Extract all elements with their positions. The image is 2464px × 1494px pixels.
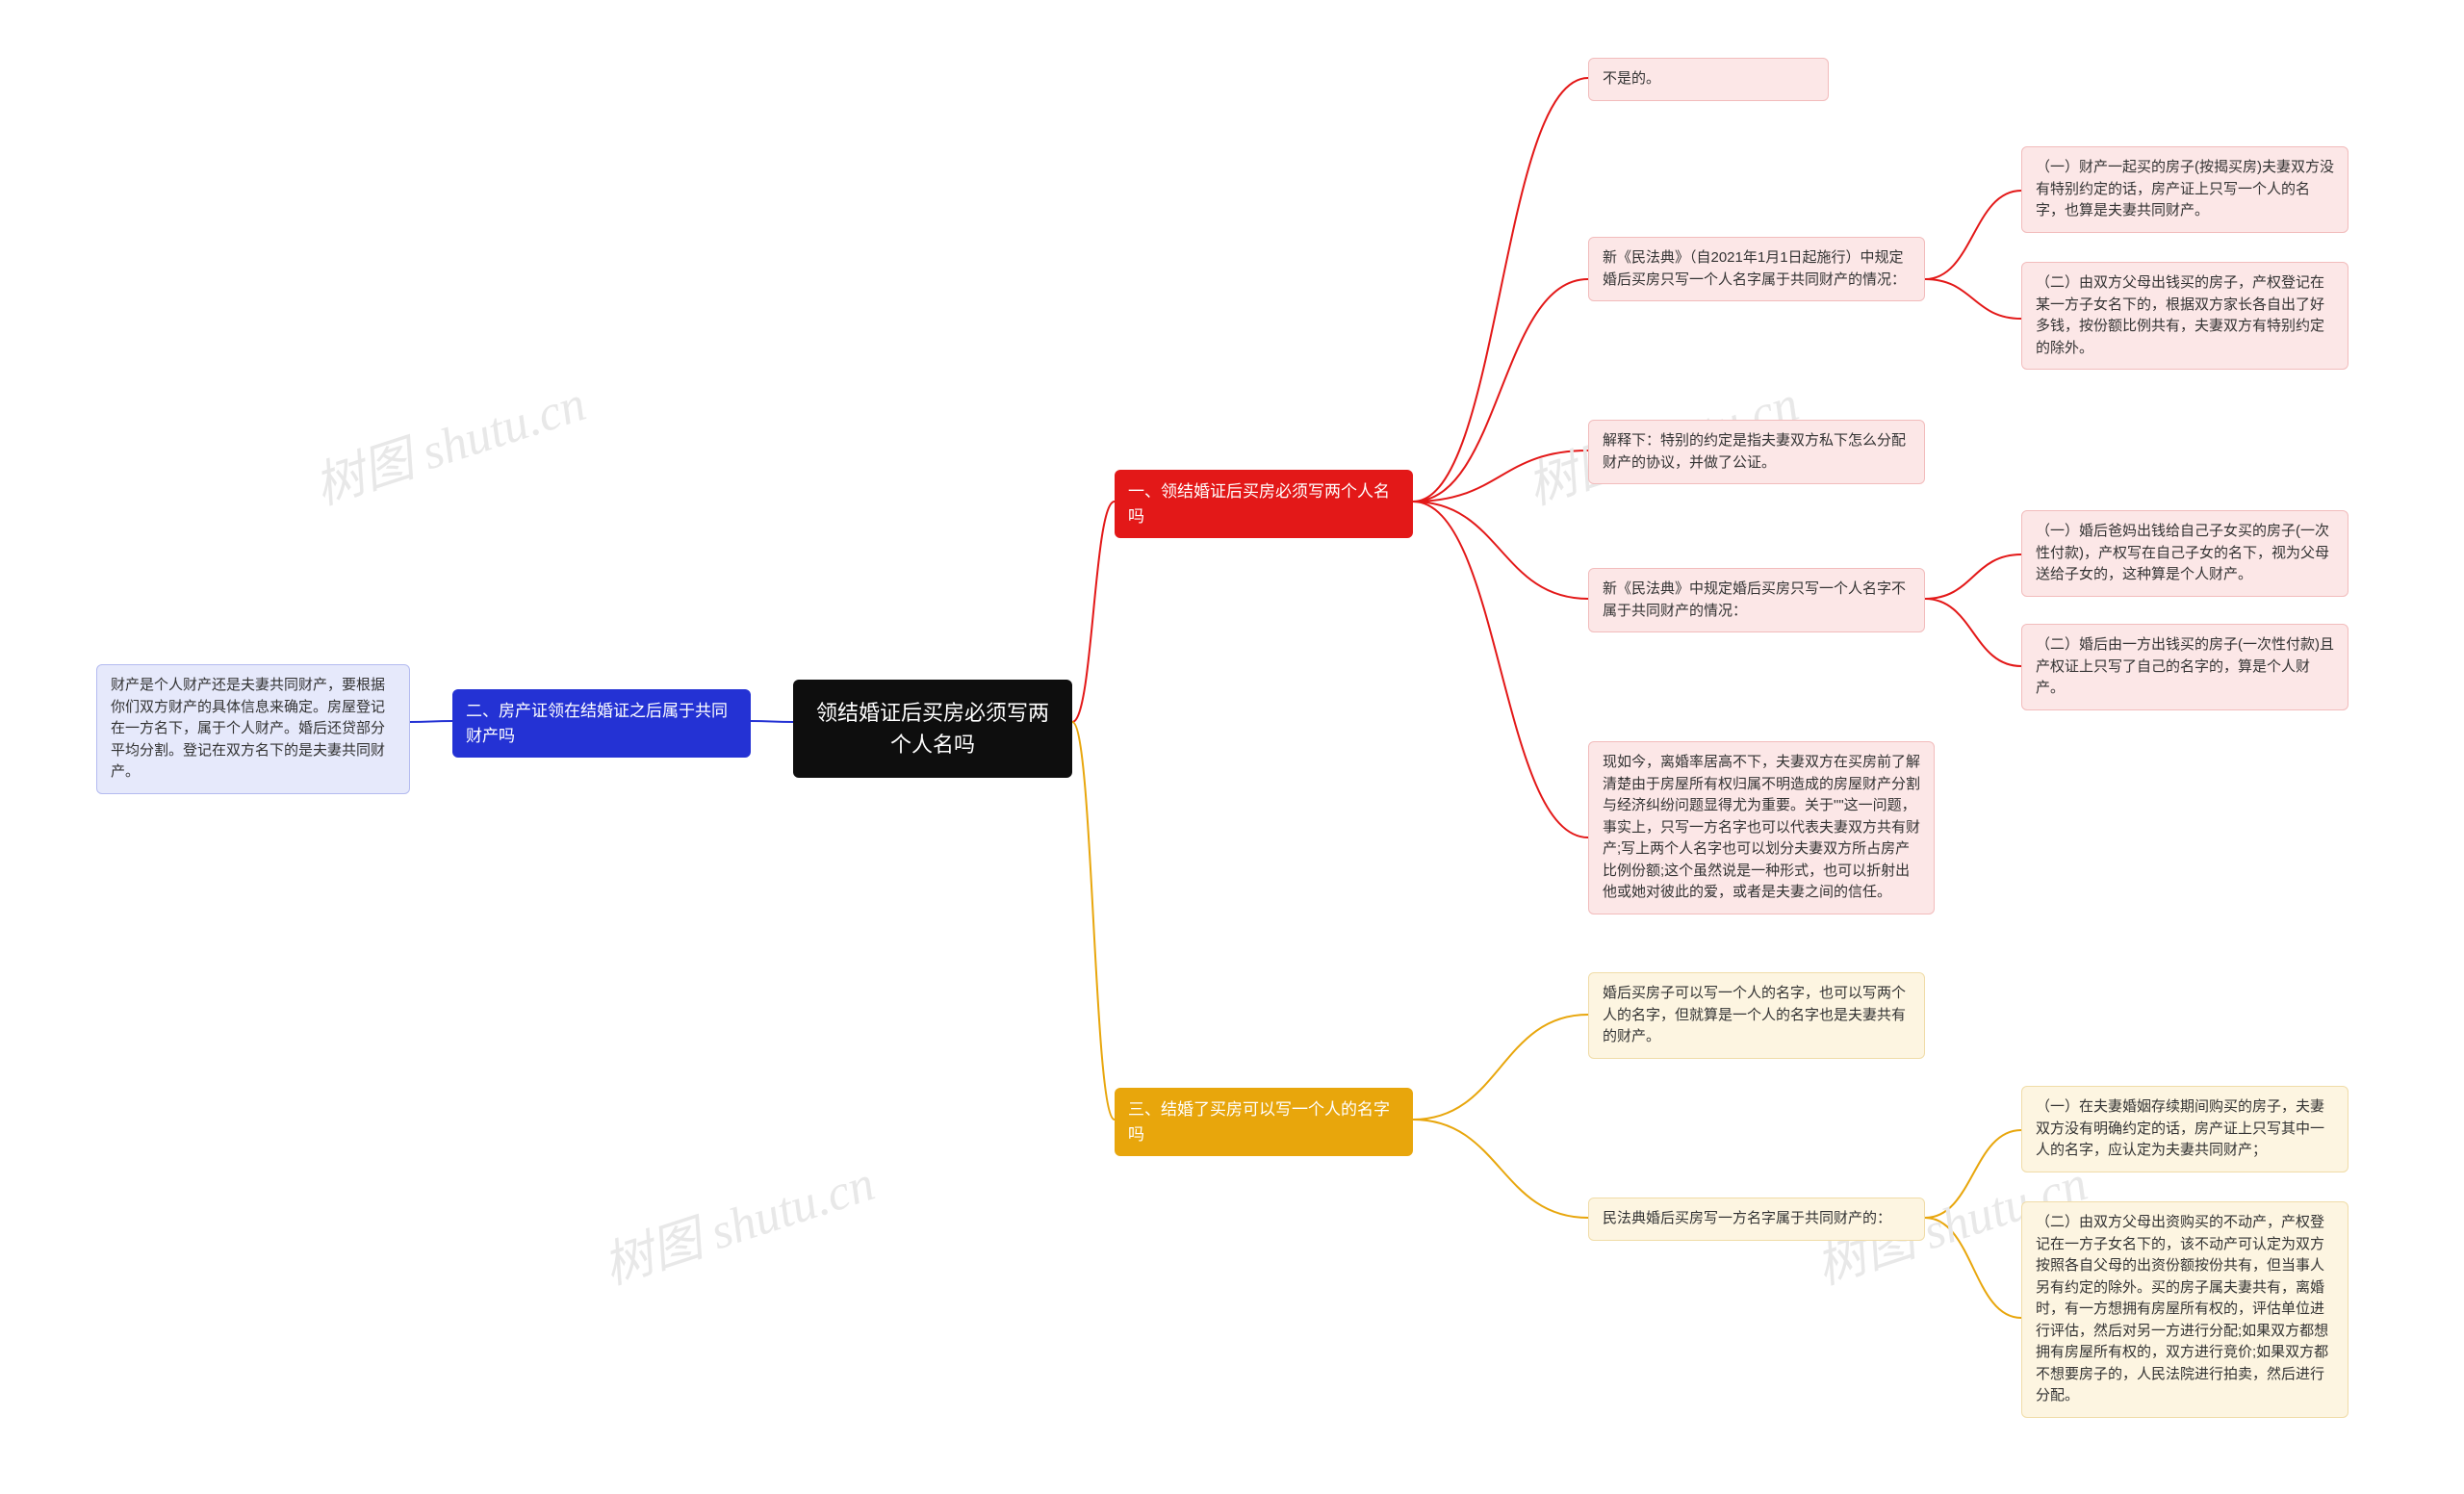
branch-1-child-2b[interactable]: （二）由双方父母出钱买的房子，产权登记在某一方子女名下的，根据双方家长各自出了好…: [2021, 262, 2348, 370]
branch-3-child-1[interactable]: 婚后买房子可以写一个人的名字，也可以写两个人的名字，但就算是一个人的名字也是夫妻…: [1588, 972, 1925, 1059]
branch-1-child-4[interactable]: 新《民法典》中规定婚后买房只写一个人名字不属于共同财产的情况：: [1588, 568, 1925, 632]
branch-3-child-2a[interactable]: （一）在夫妻婚姻存续期间购买的房子，夫妻双方没有明确约定的话，房产证上只写其中一…: [2021, 1086, 2348, 1172]
branch-2[interactable]: 二、房产证领在结婚证之后属于共同财产吗: [452, 689, 751, 758]
mindmap-canvas: 树图 shutu.cn 树图 shutu.cn 树图 shutu.cn 树图 s…: [0, 0, 2464, 1494]
branch-1-child-2[interactable]: 新《民法典》（自2021年1月1日起施行）中规定婚后买房只写一个人名字属于共同财…: [1588, 237, 1925, 301]
branch-1-child-4b[interactable]: （二）婚后由一方出钱买的房子(一次性付款)且产权证上只写了自己的名字的，算是个人…: [2021, 624, 2348, 710]
branch-1-child-3[interactable]: 解释下：特别的约定是指夫妻双方私下怎么分配财产的协议，并做了公证。: [1588, 420, 1925, 484]
branch-3-child-2b[interactable]: （二）由双方父母出资购买的不动产，产权登记在一方子女名下的，该不动产可认定为双方…: [2021, 1201, 2348, 1418]
root-node[interactable]: 领结婚证后买房必须写两个人名吗: [793, 680, 1072, 778]
branch-1-child-2a[interactable]: （一）财产一起买的房子(按揭买房)夫妻双方没有特别约定的话，房产证上只写一个人的…: [2021, 146, 2348, 233]
watermark: 树图 shutu.cn: [304, 363, 594, 518]
branch-1-child-5[interactable]: 现如今，离婚率居高不下，夫妻双方在买房前了解清楚由于房屋所有权归属不明造成的房屋…: [1588, 741, 1935, 914]
branch-1-child-1[interactable]: 不是的。: [1588, 58, 1829, 101]
branch-2-leaf[interactable]: 财产是个人财产还是夫妻共同财产，要根据你们双方财产的具体信息来确定。房屋登记在一…: [96, 664, 410, 794]
branch-3-child-2[interactable]: 民法典婚后买房写一方名字属于共同财产的：: [1588, 1198, 1925, 1241]
watermark: 树图 shutu.cn: [593, 1143, 883, 1298]
branch-1[interactable]: 一、领结婚证后买房必须写两个人名吗: [1115, 470, 1413, 538]
branch-1-child-4a[interactable]: （一）婚后爸妈出钱给自己子女买的房子(一次性付款)，产权写在自己子女的名下，视为…: [2021, 510, 2348, 597]
branch-3[interactable]: 三、结婚了买房可以写一个人的名字吗: [1115, 1088, 1413, 1156]
